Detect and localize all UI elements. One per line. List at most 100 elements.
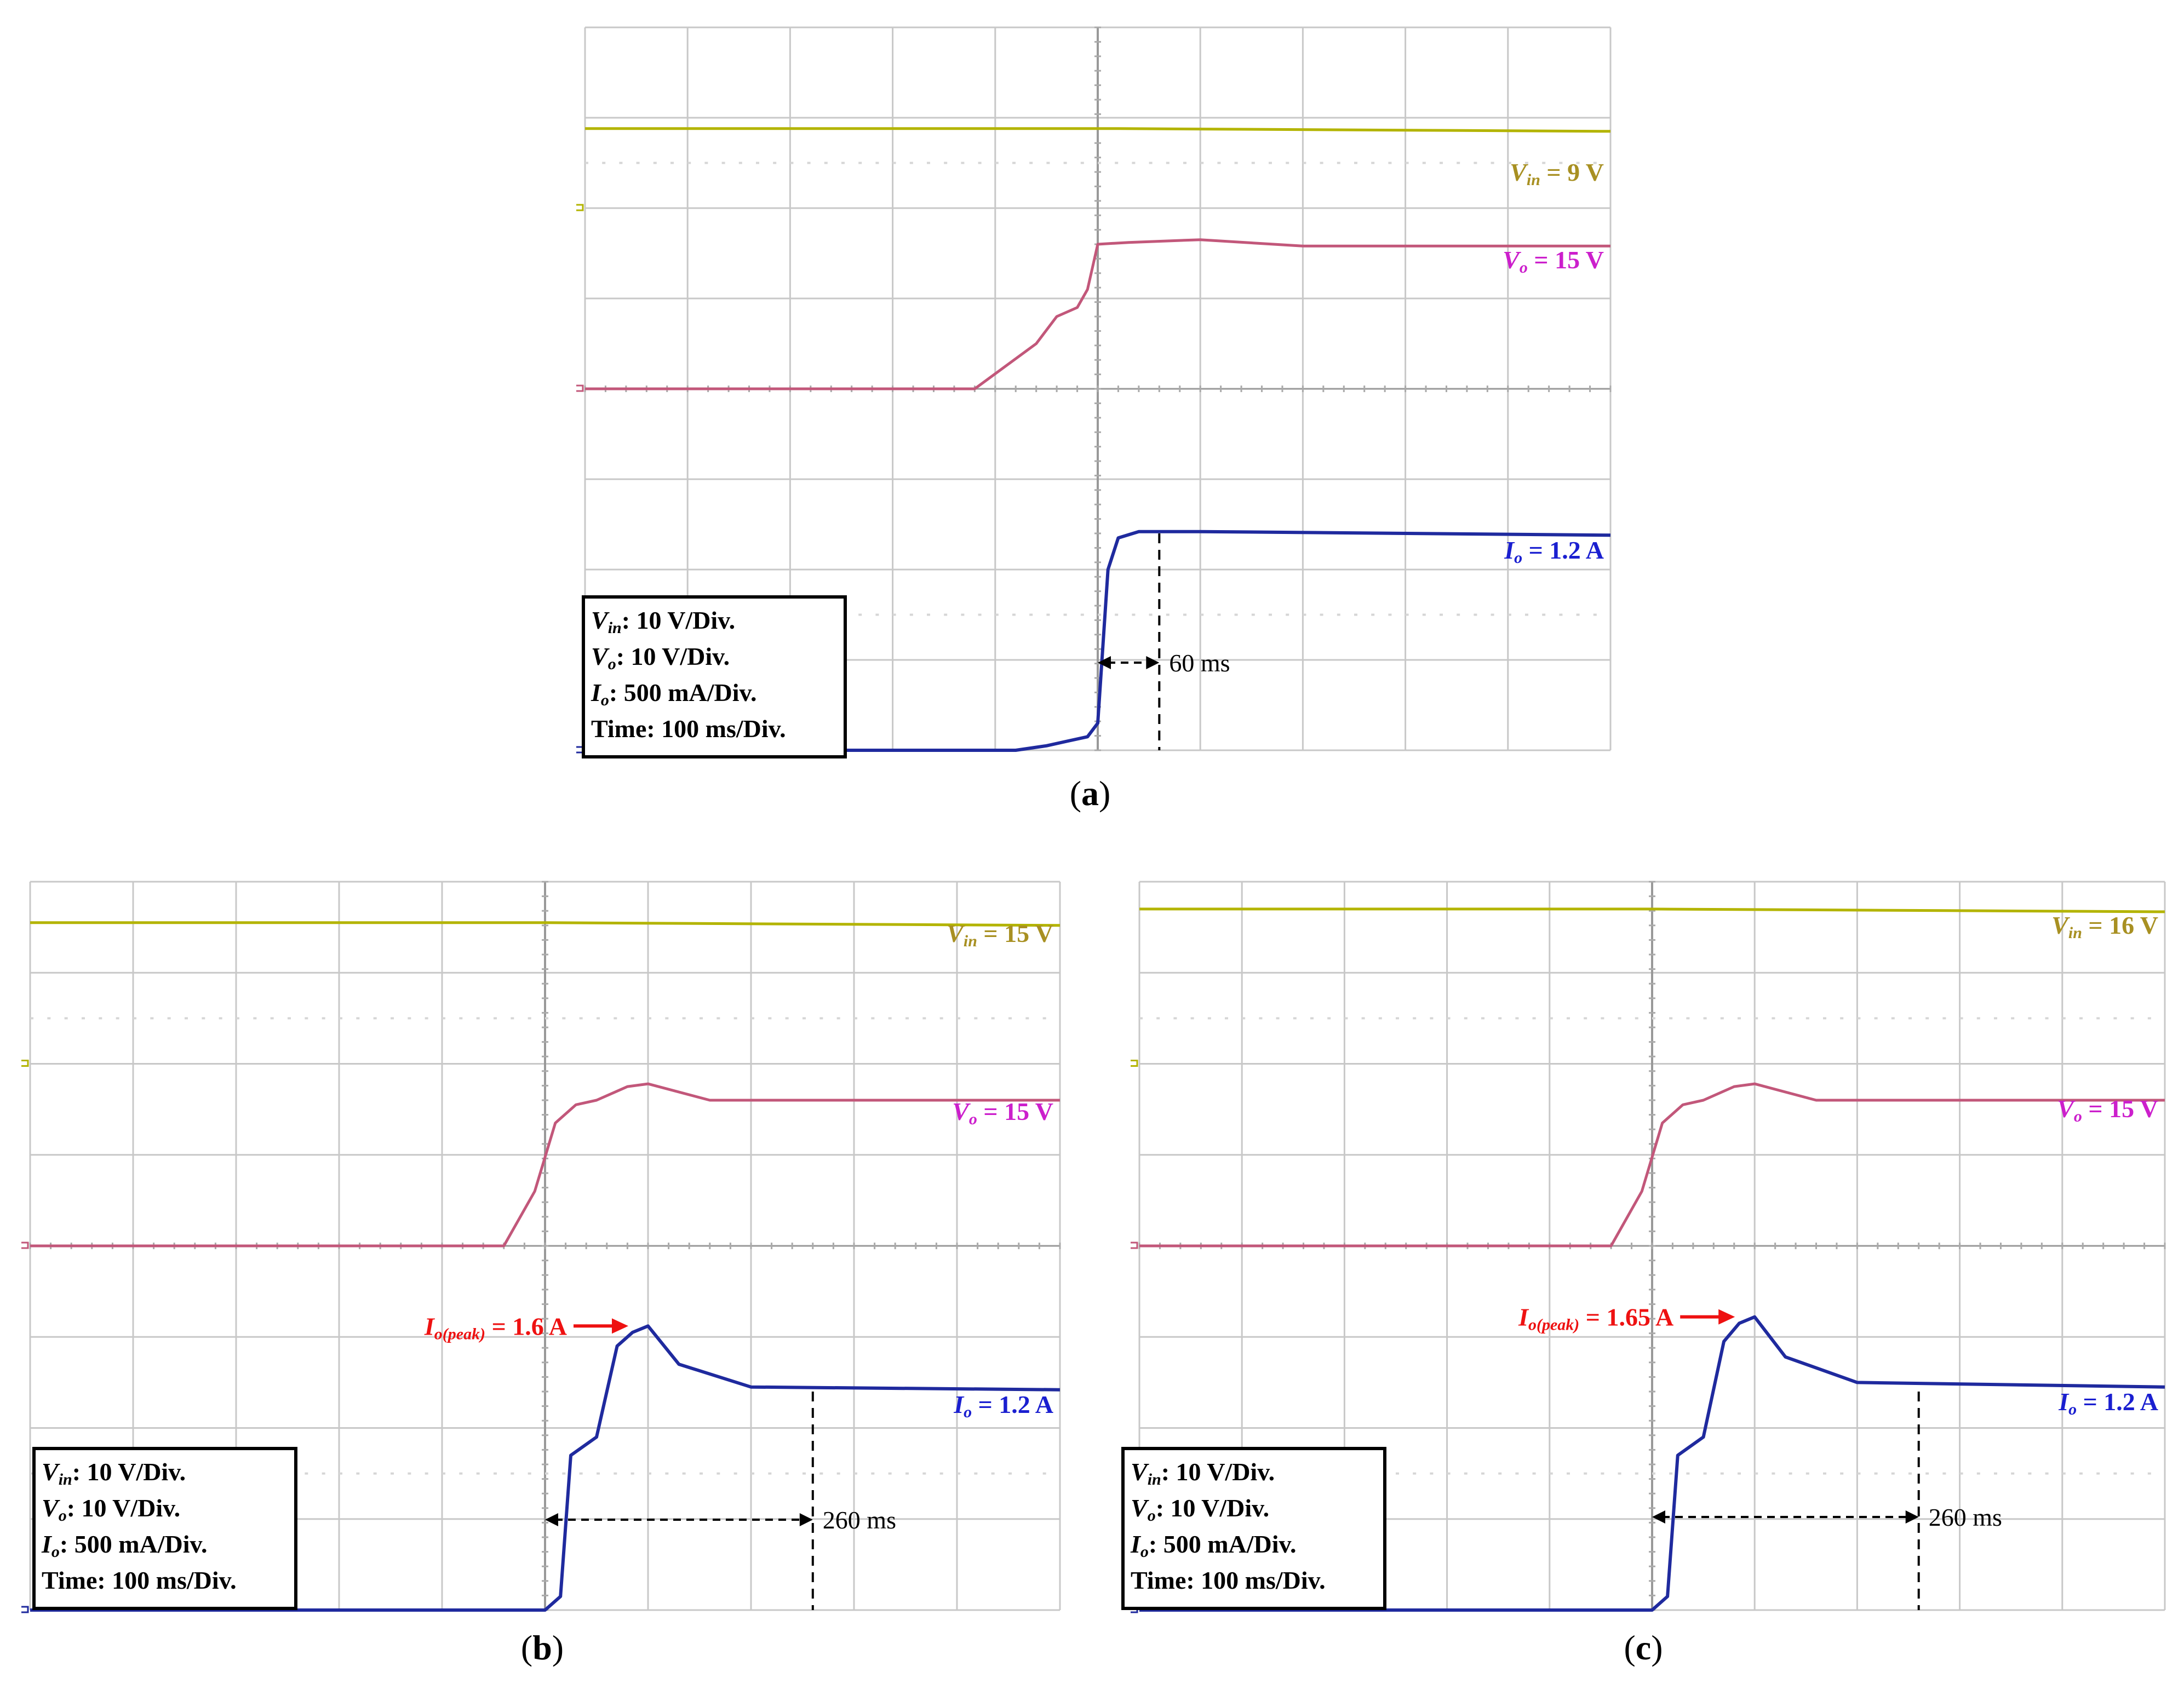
peak-arrowhead bbox=[1718, 1309, 1735, 1325]
trace-vin bbox=[30, 921, 1061, 927]
channel-marker bbox=[1131, 1060, 1138, 1067]
interval-arrowhead-right bbox=[1146, 656, 1160, 669]
peak-label-subscript: o(peak) bbox=[1528, 1316, 1579, 1334]
io-label-subscript: o bbox=[964, 1403, 972, 1421]
settings-value: : 10 V/Div. bbox=[67, 1494, 180, 1522]
settings-box bbox=[32, 1447, 297, 1610]
settings-value: : 10 V/Div. bbox=[72, 1458, 186, 1486]
settings-symbol: V bbox=[1131, 1494, 1149, 1522]
trace-vin bbox=[585, 127, 1611, 133]
caption-letter: b bbox=[532, 1628, 552, 1667]
trace-io bbox=[585, 530, 1611, 752]
vo-label: Vo = 15 V bbox=[1503, 246, 1604, 277]
caption-paren-open: ( bbox=[1070, 774, 1081, 813]
settings-value: : 10 V/Div. bbox=[1156, 1494, 1269, 1522]
settings-symbol: V bbox=[42, 1458, 60, 1486]
vo-label: Vo = 15 V bbox=[2057, 1095, 2158, 1125]
caption-letter: c bbox=[1636, 1628, 1651, 1667]
settings-symbol: V bbox=[591, 642, 610, 670]
channel-marker bbox=[1131, 1242, 1138, 1249]
vo-label-subscript: o bbox=[969, 1110, 977, 1128]
io-label-subscript: o bbox=[2068, 1400, 2077, 1418]
vo-label: Vo = 15 V bbox=[952, 1097, 1053, 1128]
peak-label-symbol: I bbox=[424, 1312, 435, 1340]
io-label-value: = 1.2 A bbox=[2077, 1388, 2158, 1416]
trace-vin bbox=[1139, 907, 2165, 913]
settings-line: Vo: 10 V/Div. bbox=[591, 642, 730, 673]
trace-vo bbox=[1139, 1082, 2165, 1248]
settings-time: Time: 100 ms/Div. bbox=[1131, 1566, 1326, 1594]
vo-label-subscript: o bbox=[2074, 1107, 2082, 1125]
vin-label: Vin = 9 V bbox=[1510, 158, 1604, 189]
channel-marker bbox=[21, 1060, 29, 1067]
caption-paren-close: ) bbox=[1099, 774, 1110, 813]
settings-line: Io: 500 mA/Div. bbox=[1130, 1530, 1297, 1561]
settings-subscript: in bbox=[608, 619, 622, 637]
peak-label-symbol: I bbox=[1518, 1303, 1529, 1331]
vo-label-symbol: V bbox=[2057, 1095, 2076, 1123]
settings-symbol: I bbox=[1130, 1530, 1142, 1558]
vo-label-value: = 15 V bbox=[2082, 1095, 2158, 1123]
trace-io bbox=[30, 1324, 1061, 1612]
settings-value: : 10 V/Div. bbox=[622, 606, 735, 634]
channel-marker bbox=[21, 1242, 29, 1249]
peak-label-value: = 1.65 A bbox=[1579, 1303, 1673, 1331]
interval-arrowhead-right bbox=[1905, 1510, 1919, 1524]
io-label-symbol: I bbox=[2058, 1388, 2070, 1416]
settings-time: Time: 100 ms/Div. bbox=[42, 1566, 237, 1594]
settings-value: : 10 V/Div. bbox=[1161, 1458, 1275, 1486]
vin-label-value: = 9 V bbox=[1540, 158, 1604, 186]
settings-symbol: I bbox=[41, 1530, 53, 1558]
trace-vo bbox=[30, 1082, 1060, 1248]
vin-label-symbol: V bbox=[2051, 911, 2070, 939]
panel-caption: (c) bbox=[1624, 1628, 1663, 1667]
panel-caption: (b) bbox=[521, 1628, 564, 1667]
settings-symbol: V bbox=[1131, 1458, 1149, 1486]
vin-label-value: = 15 V bbox=[977, 919, 1053, 947]
settings-box bbox=[582, 595, 847, 758]
peak-label-subscript: o(peak) bbox=[434, 1325, 485, 1343]
channel-marker bbox=[576, 384, 584, 392]
settings-symbol: I bbox=[591, 679, 602, 706]
settings-line: Io: 500 mA/Div. bbox=[41, 1530, 208, 1561]
settings-box bbox=[1121, 1447, 1386, 1610]
vin-label: Vin = 16 V bbox=[2051, 911, 2158, 942]
caption-paren-open: ( bbox=[521, 1628, 532, 1667]
settings-line: Vin: 10 V/Div. bbox=[591, 606, 735, 637]
vin-label: Vin = 15 V bbox=[947, 919, 1053, 950]
settings-line: Io: 500 mA/Div. bbox=[591, 679, 757, 709]
vin-label-symbol: V bbox=[947, 919, 965, 947]
vo-label-symbol: V bbox=[952, 1097, 971, 1125]
vin-label-symbol: V bbox=[1510, 158, 1528, 186]
peak-label: Io(peak) = 1.65 A bbox=[1518, 1303, 1673, 1334]
settings-time: Time: 100 ms/Div. bbox=[591, 715, 786, 743]
settings-value: : 10 V/Div. bbox=[616, 642, 730, 670]
settings-line: Vo: 10 V/Div. bbox=[1131, 1494, 1269, 1525]
settings-line: Vo: 10 V/Div. bbox=[42, 1494, 180, 1525]
io-label: Io = 1.2 A bbox=[2058, 1388, 2158, 1418]
io-label-symbol: I bbox=[953, 1390, 965, 1418]
peak-arrowhead bbox=[612, 1318, 628, 1334]
interval-arrowhead-left bbox=[545, 1513, 558, 1526]
interval-arrowhead-left bbox=[1098, 656, 1111, 669]
interval-arrowhead-right bbox=[799, 1513, 813, 1526]
channel-marker bbox=[21, 1606, 29, 1613]
settings-value: : 500 mA/Div. bbox=[609, 679, 757, 706]
settings-line: Vin: 10 V/Div. bbox=[1131, 1458, 1275, 1488]
trace-vo bbox=[585, 238, 1610, 390]
peak-label-value: = 1.6 A bbox=[485, 1312, 567, 1340]
vin-label-subscript: in bbox=[1527, 171, 1540, 189]
settings-subscript: o bbox=[1148, 1507, 1156, 1525]
settings-value: : 500 mA/Div. bbox=[1149, 1530, 1297, 1558]
vo-label-value: = 15 V bbox=[1528, 246, 1604, 274]
settings-value: : 500 mA/Div. bbox=[60, 1530, 208, 1558]
interval-label: 260 ms bbox=[823, 1506, 896, 1534]
io-label: Io = 1.2 A bbox=[1504, 536, 1604, 567]
io-label-subscript: o bbox=[1514, 549, 1522, 567]
settings-subscript: o bbox=[59, 1507, 67, 1525]
caption-paren-close: ) bbox=[1651, 1628, 1663, 1667]
